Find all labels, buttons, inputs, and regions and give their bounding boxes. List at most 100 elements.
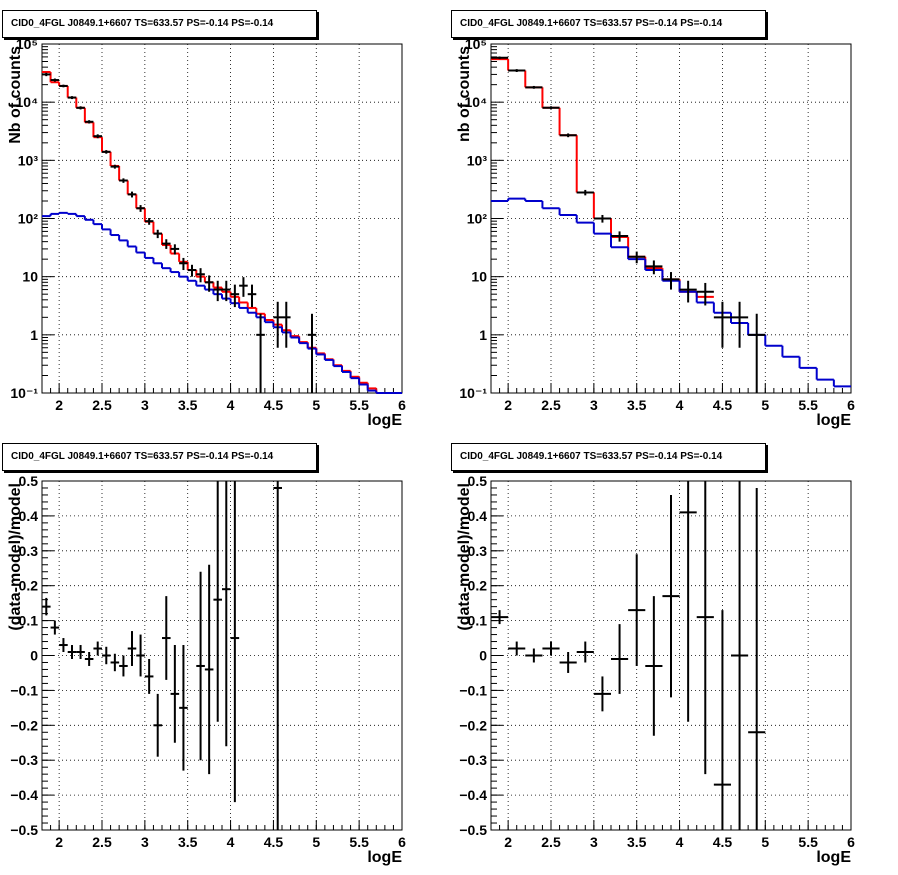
data-point: [230, 284, 240, 308]
y-axis-label: Nb of counts: [7, 46, 24, 144]
data-point: [593, 676, 611, 712]
data-point: [628, 251, 646, 264]
data-point: [84, 120, 94, 124]
y-tick-label: 0.2: [19, 578, 39, 594]
chart-title: CID0_4FGL J0849.1+6607 TS=633.57 PS=-0.1…: [2, 443, 317, 471]
data-point: [179, 257, 188, 271]
data-point: [525, 648, 543, 663]
x-tick-label: 6: [847, 397, 855, 413]
y-tick-label: 10³: [467, 152, 488, 168]
x-tick-label: 6: [398, 834, 406, 850]
data-point: [213, 280, 222, 302]
data-series: [491, 481, 766, 830]
data-point: [204, 275, 214, 292]
data-point: [731, 481, 749, 830]
component-model-series: [491, 197, 851, 388]
data-point: [110, 164, 120, 169]
data-point: [50, 620, 60, 635]
x-tick-label: 4: [227, 834, 235, 850]
y-tick-label: −0.1: [10, 682, 38, 698]
y-tick-label: 1: [479, 327, 487, 343]
data-point: [611, 231, 629, 242]
data-point: [179, 645, 188, 771]
x-tick-label: 4.5: [264, 834, 284, 850]
data-point: [67, 96, 77, 100]
y-tick-label: 10: [22, 269, 38, 285]
x-tick-label: 3: [141, 397, 149, 413]
x-tick-label: 6: [398, 397, 406, 413]
data-point: [153, 229, 162, 239]
data-point: [256, 313, 265, 393]
data-point: [696, 282, 714, 306]
y-tick-label: 0.1: [19, 613, 39, 629]
y-tick-label: −0.1: [459, 682, 487, 698]
data-point: [696, 481, 714, 775]
y-tick-label: 10⁵: [16, 36, 38, 52]
x-tick-label: 3.5: [178, 397, 198, 413]
data-point: [222, 280, 231, 302]
data-point: [170, 244, 180, 255]
y-tick-label: 0.5: [468, 473, 488, 489]
data-point: [576, 189, 594, 196]
data-point: [645, 596, 663, 736]
data-point: [247, 284, 257, 308]
x-tick-label: 2: [55, 834, 63, 850]
x-axis-label: logE: [816, 412, 851, 429]
y-tick-label: 0: [479, 648, 487, 664]
grid-lines: [42, 481, 402, 830]
data-point: [153, 693, 162, 757]
data-point: [162, 239, 171, 249]
x-tick-label: 2.5: [92, 397, 112, 413]
data-point: [59, 84, 68, 88]
data-point: [273, 301, 282, 348]
data-point: [213, 481, 222, 722]
y-axis-label: (data-model)/model: [456, 483, 473, 631]
x-tick-label: 3.5: [178, 834, 198, 850]
data-point: [127, 631, 137, 666]
data-point: [144, 658, 154, 694]
x-tick-label: 5: [312, 397, 320, 413]
y-tick-label: 0.1: [468, 613, 488, 629]
chart-title: CID0_4FGL J0849.1+6607 TS=633.57 PS=-0.1…: [2, 10, 317, 38]
data-point: [748, 313, 766, 393]
y-axis-label: nb of counts: [456, 46, 473, 142]
total-model-series: [42, 71, 402, 394]
data-point: [102, 150, 111, 154]
data-point: [59, 638, 68, 653]
chart-residuals-right: 2 2.5 3 3.5 4 4.5 5 5.5 6 −0.5 −0.4 −0.3 −0.2 −0.1 0 0.…: [456, 473, 855, 866]
chart-counts-right: 2 2.5 3 3.5 4 4.5 5 5.5 6 10⁻¹ 1 10 10² 10³ 10⁴ 10⁵ logE…: [456, 36, 855, 429]
x-tick-label: 5.5: [349, 834, 369, 850]
x-tick-label: 2.5: [541, 834, 561, 850]
y-tick-label: −0.2: [459, 717, 487, 733]
data-point: [611, 624, 629, 694]
y-tick-label: 10: [471, 269, 487, 285]
x-axis-label: logE: [367, 849, 402, 866]
data-point: [119, 178, 128, 183]
y-tick-label: 1: [30, 327, 38, 343]
data-point: [491, 610, 509, 625]
data-point: [76, 106, 85, 110]
data-point: [645, 260, 663, 275]
y-tick-label: −0.4: [459, 787, 487, 803]
data-point: [76, 645, 85, 659]
x-tick-label: 5.5: [798, 397, 818, 413]
data-point: [136, 205, 145, 212]
x-tick-label: 3: [590, 397, 598, 413]
data-point: [508, 69, 526, 73]
y-tick-label: 0.2: [468, 578, 488, 594]
component-model-series: [42, 211, 402, 394]
y-tick-label: 0.4: [19, 508, 39, 524]
x-tick-label: 5: [761, 834, 769, 850]
y-tick-label: 10⁻¹: [459, 385, 487, 401]
data-point: [273, 481, 282, 830]
data-point: [525, 85, 543, 89]
y-tick-label: −0.5: [459, 822, 487, 838]
x-tick-label: 2.5: [92, 834, 112, 850]
data-point: [119, 655, 128, 677]
y-axis-label: (data-model)/model: [7, 483, 24, 631]
chart-residuals-left: 2 2.5 3 3.5 4 4.5 5 5.5 6 −0.5 −0.4 −0.3 −0.2 −0.1 0 0.…: [7, 473, 406, 866]
y-tick-label: 10⁻¹: [10, 385, 38, 401]
x-tick-label: 2: [504, 397, 512, 413]
data-point: [576, 641, 594, 663]
y-tick-label: 0.3: [19, 543, 39, 559]
